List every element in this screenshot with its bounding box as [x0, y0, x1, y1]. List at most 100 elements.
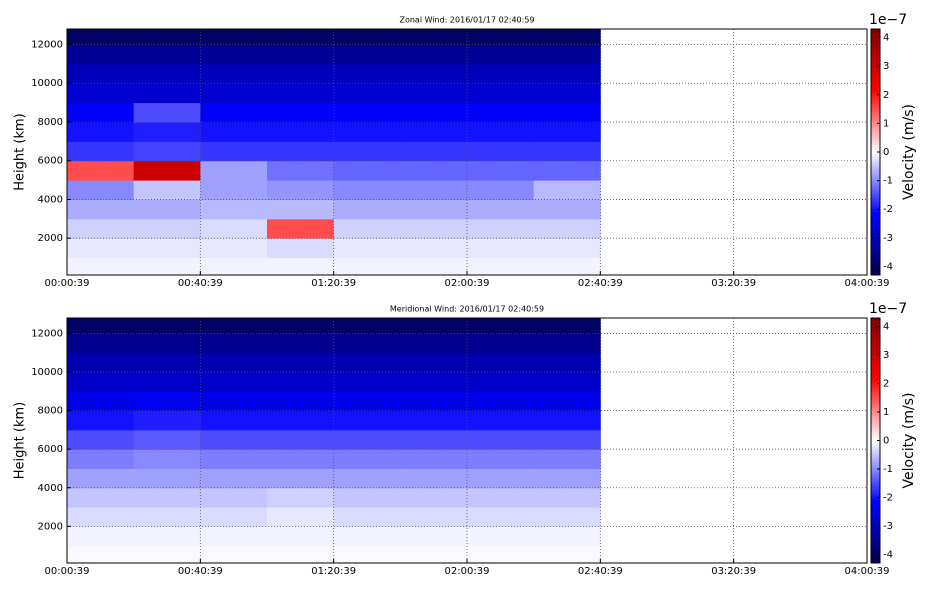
heat-cell	[133, 238, 201, 259]
heat-cell	[533, 352, 601, 373]
colorbar-tick-label: 4	[883, 33, 889, 44]
x-tick-label: 00:40:39	[178, 566, 223, 577]
x-tick-label: 04:00:39	[845, 566, 890, 577]
heat-cell	[400, 318, 468, 334]
heat-cell	[267, 44, 335, 65]
heat-cell	[67, 318, 135, 334]
heat-cell	[533, 487, 601, 508]
heat-cell	[200, 160, 268, 181]
heat-cell	[400, 468, 468, 489]
heat-cell	[200, 449, 268, 469]
heat-cell	[400, 333, 468, 354]
heat-cell	[133, 410, 201, 431]
heat-cell	[133, 352, 201, 373]
heat-cell	[267, 352, 335, 373]
colorbar-tick-label: 0	[883, 147, 889, 158]
heat-cell	[333, 102, 401, 123]
heat-cell	[467, 487, 535, 508]
heat-cell	[400, 29, 468, 45]
heat-cell	[533, 526, 601, 547]
colorbar-tick-label: -2	[883, 204, 893, 215]
heat-cell	[267, 238, 335, 259]
colorbar-label: Velocity (m/s)	[901, 104, 917, 200]
y-tick-label: 2000	[38, 233, 63, 244]
heat-cell	[467, 410, 535, 431]
heat-cell	[133, 372, 201, 392]
x-tick-label: 03:20:39	[711, 278, 756, 289]
plot-frame	[66, 28, 868, 276]
heat-cell	[333, 410, 401, 431]
heat-cell	[200, 429, 268, 450]
heat-cell	[533, 449, 601, 469]
heat-cell	[333, 352, 401, 373]
heat-cell	[267, 429, 335, 450]
heat-cell	[467, 121, 535, 142]
heat-cell	[533, 318, 601, 334]
heat-cell	[133, 468, 201, 489]
heat-cell	[267, 526, 335, 547]
heat-cell	[467, 391, 535, 412]
heat-cell	[333, 29, 401, 45]
y-tick-label: 8000	[38, 406, 63, 417]
heat-cell	[467, 141, 535, 162]
heat-cell	[267, 372, 335, 392]
heat-cell	[333, 160, 401, 181]
heat-cell	[333, 429, 401, 450]
heat-cell	[467, 29, 535, 45]
heat-cell	[467, 372, 535, 392]
heat-cell	[67, 545, 135, 564]
heat-cell	[267, 102, 335, 123]
heat-cell	[467, 333, 535, 354]
heat-cell	[533, 545, 601, 564]
x-tick-label: 01:20:39	[311, 278, 356, 289]
colorbar-tick-label: -1	[883, 464, 893, 475]
colorbar-tick-label: 2	[883, 379, 889, 390]
heat-cell	[267, 333, 335, 354]
heat-cell	[467, 429, 535, 450]
heat-cell	[400, 372, 468, 392]
heat-cell	[533, 372, 601, 392]
x-tick-label: 02:40:39	[578, 566, 623, 577]
heat-cell	[133, 121, 201, 142]
x-tick-label: 00:00:39	[45, 278, 90, 289]
heat-cell	[400, 238, 468, 259]
heat-cell	[333, 83, 401, 104]
heat-cell	[133, 526, 201, 547]
heat-cell	[200, 545, 268, 564]
colorbar-tick-label: 1	[883, 407, 889, 418]
heat-cell	[200, 526, 268, 547]
heat-cell	[467, 318, 535, 334]
colorbar-tick-label: 2	[883, 90, 889, 101]
heat-cell	[467, 199, 535, 220]
heat-cell	[67, 199, 135, 220]
heat-cell	[67, 468, 135, 489]
heat-cell	[400, 507, 468, 527]
heat-cell	[67, 218, 135, 239]
heat-cell	[400, 121, 468, 142]
heat-cell	[267, 180, 335, 200]
heat-cell	[133, 218, 201, 239]
y-tick-label: 12000	[31, 328, 63, 339]
x-tick-label: 00:40:39	[178, 278, 223, 289]
heat-cell	[67, 372, 135, 392]
heat-cell	[400, 391, 468, 412]
heat-cell	[267, 487, 335, 508]
heat-cell	[133, 160, 201, 181]
heat-cell	[133, 318, 201, 334]
colorbar-offset: 1e−7	[869, 301, 907, 317]
x-tick-label: 02:00:39	[445, 566, 490, 577]
colorbar-tick-label: 4	[883, 322, 889, 333]
heat-cell	[467, 180, 535, 200]
heat-cell	[200, 318, 268, 334]
heat-cell	[467, 160, 535, 181]
heat-cell	[400, 257, 468, 276]
heat-cell	[333, 141, 401, 162]
heat-cell	[133, 449, 201, 469]
heat-cell	[333, 526, 401, 547]
heat-cell	[467, 468, 535, 489]
heat-cell	[333, 218, 401, 239]
x-tick-label: 00:00:39	[45, 566, 90, 577]
heat-cell	[200, 487, 268, 508]
